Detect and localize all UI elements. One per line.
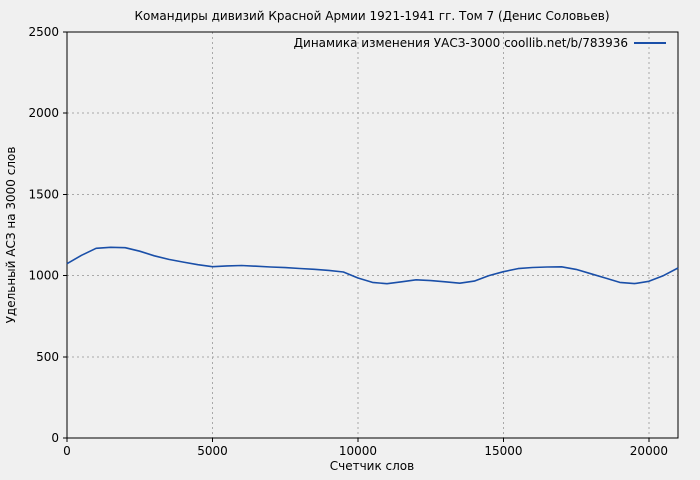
y-tick-label: 2500 — [28, 25, 59, 39]
plot-area — [67, 32, 678, 438]
plot-border — [66, 31, 679, 439]
axes-layer: 0 5000 10000 15000 20000 0 500 1000 1500 2000 2500 — [28, 25, 668, 458]
y-tick-label: 2000 — [28, 106, 59, 120]
x-tick-label: 15000 — [484, 444, 522, 458]
series-line — [66, 246, 679, 285]
chart-title: Командиры дивизий Красной Армии 1921-194… — [134, 9, 609, 23]
legend-label: Динамика изменения УАСЗ-3000 coollib.net… — [294, 36, 628, 50]
x-tick-label: 0 — [63, 444, 71, 458]
legend: Динамика изменения УАСЗ-3000 coollib.net… — [294, 36, 666, 50]
x-tick-label: 5000 — [197, 444, 228, 458]
y-tick-label: 0 — [51, 431, 59, 445]
grid-layer — [67, 32, 678, 438]
x-tick-label: 10000 — [339, 444, 377, 458]
x-tick-label: 20000 — [630, 444, 668, 458]
y-axis-label: Удельный АСЗ на 3000 слов — [4, 147, 18, 324]
y-tick-label: 500 — [36, 350, 59, 364]
y-tick-label: 1000 — [28, 269, 59, 283]
y-tick-label: 1500 — [28, 187, 59, 201]
x-axis-label: Счетчик слов — [330, 459, 414, 473]
